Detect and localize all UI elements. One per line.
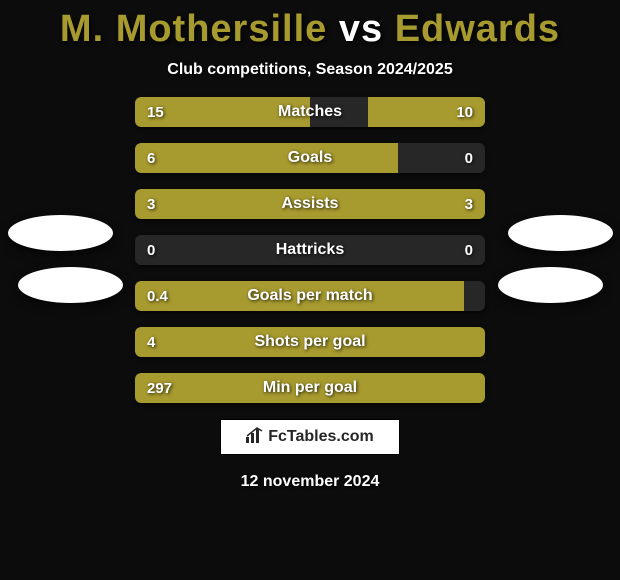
vs-text: vs xyxy=(327,8,394,50)
stat-label: Hattricks xyxy=(135,235,485,265)
subtitle: Club competitions, Season 2024/2025 xyxy=(0,61,620,79)
stat-value-player1: 3 xyxy=(147,189,155,219)
stat-row: Assists3 3 xyxy=(135,189,485,219)
stat-value-player2: 0 xyxy=(465,143,473,173)
stat-row: Hattricks0 0 xyxy=(135,235,485,265)
stat-row: Goals per match0.4 xyxy=(135,281,485,311)
brand-label: FcTables.com xyxy=(268,428,374,446)
date-label: 12 november 2024 xyxy=(0,473,620,491)
brand-box[interactable]: FcTables.com xyxy=(220,419,400,455)
stat-label: Goals per match xyxy=(135,281,485,311)
stat-row: Goals6 0 xyxy=(135,143,485,173)
stat-label: Goals xyxy=(135,143,485,173)
stat-value-player2: 0 xyxy=(465,235,473,265)
stat-value-player1: 6 xyxy=(147,143,155,173)
stat-row: Matches15 10 xyxy=(135,97,485,127)
comparison-title: M. Mothersille vs Edwards xyxy=(0,0,620,51)
chart-area: Matches1510Goals60Assists33Hattricks00Go… xyxy=(0,97,620,403)
stat-value-player1: 0 xyxy=(147,235,155,265)
stat-label: Assists xyxy=(135,189,485,219)
stat-value-player1: 0.4 xyxy=(147,281,168,311)
player2-avatar-0 xyxy=(508,215,613,251)
stat-label: Matches xyxy=(135,97,485,127)
stat-value-player1: 15 xyxy=(147,97,164,127)
stat-row: Min per goal297 xyxy=(135,373,485,403)
stat-row: Shots per goal4 xyxy=(135,327,485,357)
stat-value-player1: 297 xyxy=(147,373,172,403)
player2-avatar-1 xyxy=(498,267,603,303)
stat-value-player2: 3 xyxy=(465,189,473,219)
brand-icon xyxy=(246,427,264,448)
player1-avatar-0 xyxy=(8,215,113,251)
player1-avatar-1 xyxy=(18,267,123,303)
player2-name: Edwards xyxy=(395,8,560,50)
player1-name: M. Mothersille xyxy=(60,8,327,50)
stat-label: Min per goal xyxy=(135,373,485,403)
stat-value-player1: 4 xyxy=(147,327,155,357)
stat-value-player2: 10 xyxy=(456,97,473,127)
stat-label: Shots per goal xyxy=(135,327,485,357)
